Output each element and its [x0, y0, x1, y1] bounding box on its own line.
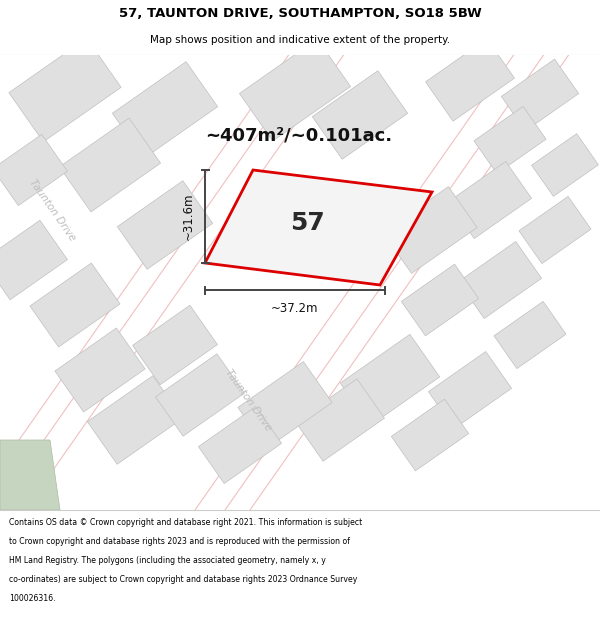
Polygon shape — [532, 134, 598, 196]
Polygon shape — [30, 263, 120, 347]
Text: to Crown copyright and database rights 2023 and is reproduced with the permissio: to Crown copyright and database rights 2… — [9, 537, 350, 546]
Polygon shape — [474, 106, 546, 174]
Text: 57: 57 — [290, 211, 325, 234]
Text: ~31.6m: ~31.6m — [182, 192, 195, 240]
Polygon shape — [391, 399, 469, 471]
Text: ~37.2m: ~37.2m — [271, 302, 319, 315]
Text: 57, TAUNTON DRIVE, SOUTHAMPTON, SO18 5BW: 57, TAUNTON DRIVE, SOUTHAMPTON, SO18 5BW — [119, 8, 481, 20]
Polygon shape — [494, 301, 566, 369]
Polygon shape — [458, 241, 542, 319]
Polygon shape — [502, 59, 578, 131]
Text: co-ordinates) are subject to Crown copyright and database rights 2023 Ordnance S: co-ordinates) are subject to Crown copyr… — [9, 575, 358, 584]
Text: Taunton Drive: Taunton Drive — [27, 177, 77, 242]
Polygon shape — [118, 181, 212, 269]
Polygon shape — [199, 406, 281, 484]
Polygon shape — [9, 38, 121, 142]
Polygon shape — [0, 134, 67, 206]
Polygon shape — [296, 379, 385, 461]
Polygon shape — [0, 440, 60, 510]
Text: ~407m²/~0.101ac.: ~407m²/~0.101ac. — [205, 126, 392, 144]
Polygon shape — [401, 264, 479, 336]
Text: Map shows position and indicative extent of the property.: Map shows position and indicative extent… — [150, 34, 450, 44]
Text: 100026316.: 100026316. — [9, 594, 56, 603]
Polygon shape — [0, 220, 67, 300]
Polygon shape — [239, 39, 350, 141]
Polygon shape — [383, 187, 477, 273]
Polygon shape — [448, 161, 532, 239]
Polygon shape — [133, 305, 217, 385]
Polygon shape — [425, 39, 514, 121]
Polygon shape — [155, 354, 244, 436]
Polygon shape — [88, 376, 182, 464]
Polygon shape — [59, 118, 161, 212]
Polygon shape — [313, 71, 407, 159]
Polygon shape — [112, 62, 218, 158]
Polygon shape — [428, 351, 512, 429]
Polygon shape — [519, 196, 591, 264]
Polygon shape — [55, 328, 145, 412]
Polygon shape — [238, 362, 332, 448]
Polygon shape — [205, 170, 432, 285]
Polygon shape — [340, 334, 440, 426]
Text: Contains OS data © Crown copyright and database right 2021. This information is : Contains OS data © Crown copyright and d… — [9, 518, 362, 527]
Text: HM Land Registry. The polygons (including the associated geometry, namely x, y: HM Land Registry. The polygons (includin… — [9, 556, 326, 565]
Text: Taunton Drive: Taunton Drive — [223, 368, 273, 432]
